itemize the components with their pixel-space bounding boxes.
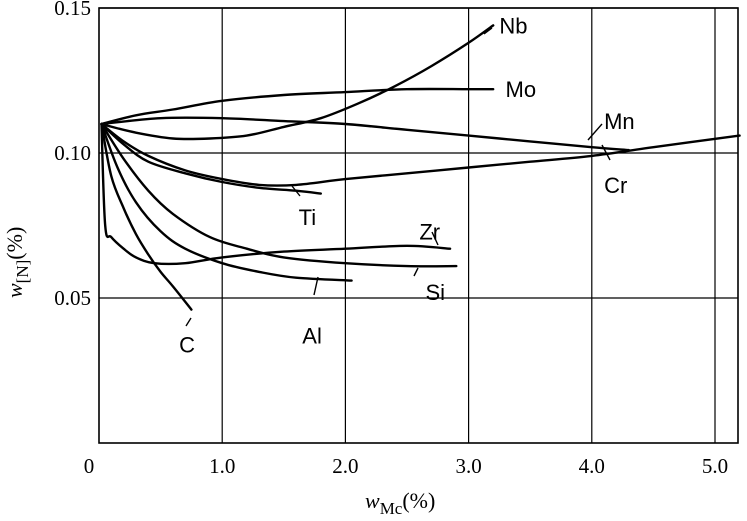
leader-al <box>313 276 319 296</box>
label-ti: Ti <box>299 205 317 230</box>
curve-zr <box>100 122 452 266</box>
label-cr: Cr <box>604 173 627 198</box>
label-c: C <box>179 332 195 357</box>
plot-frame <box>98 7 739 444</box>
leader-si <box>413 267 419 277</box>
curves <box>100 24 741 311</box>
y-tick-label-0-05: 0.05 <box>54 286 91 310</box>
x-tick-label-1-0: 1.0 <box>209 454 235 478</box>
curve-mn <box>100 116 630 152</box>
y-tick-labels: 0.05 0.10 0.15 <box>54 0 91 310</box>
leader-c <box>185 317 192 327</box>
leader-zr <box>431 231 439 246</box>
curve-ti <box>100 122 322 195</box>
leader-mn <box>587 123 603 141</box>
curve-labels: Nb Mo Mn Cr Ti Zr Si Al C <box>179 13 635 357</box>
leader-cr <box>601 144 611 161</box>
y-axis-label: w[N](%) <box>2 227 32 298</box>
y-tick-label-0-10: 0.10 <box>54 141 91 165</box>
label-si: Si <box>425 280 445 305</box>
leader-nb <box>483 27 493 35</box>
x-tick-label-0: 0 <box>84 454 95 478</box>
curve-mo <box>100 87 495 126</box>
curve-cr <box>100 122 741 187</box>
x-tick-label-2-0: 2.0 <box>332 454 358 478</box>
x-tick-labels: 0 1.0 2.0 3.0 4.0 5.0 <box>84 454 728 478</box>
label-nb: Nb <box>499 13 527 38</box>
label-mo: Mo <box>506 77 537 102</box>
x-tick-label-4-0: 4.0 <box>579 454 605 478</box>
curve-c <box>100 122 193 311</box>
curve-si <box>100 122 458 268</box>
leader-ti <box>291 185 301 197</box>
y-tick-label-0-15: 0.15 <box>54 0 91 20</box>
x-tick-label-3-0: 3.0 <box>455 454 481 478</box>
label-mn: Mn <box>604 109 635 134</box>
x-tick-label-5-0: 5.0 <box>702 454 728 478</box>
curve-al <box>100 122 353 282</box>
label-al: Al <box>302 324 322 349</box>
label-zr: Zr <box>419 219 440 244</box>
x-axis-label: wMc(%) <box>365 488 435 518</box>
label-leaders <box>185 27 611 327</box>
grid <box>99 7 738 443</box>
